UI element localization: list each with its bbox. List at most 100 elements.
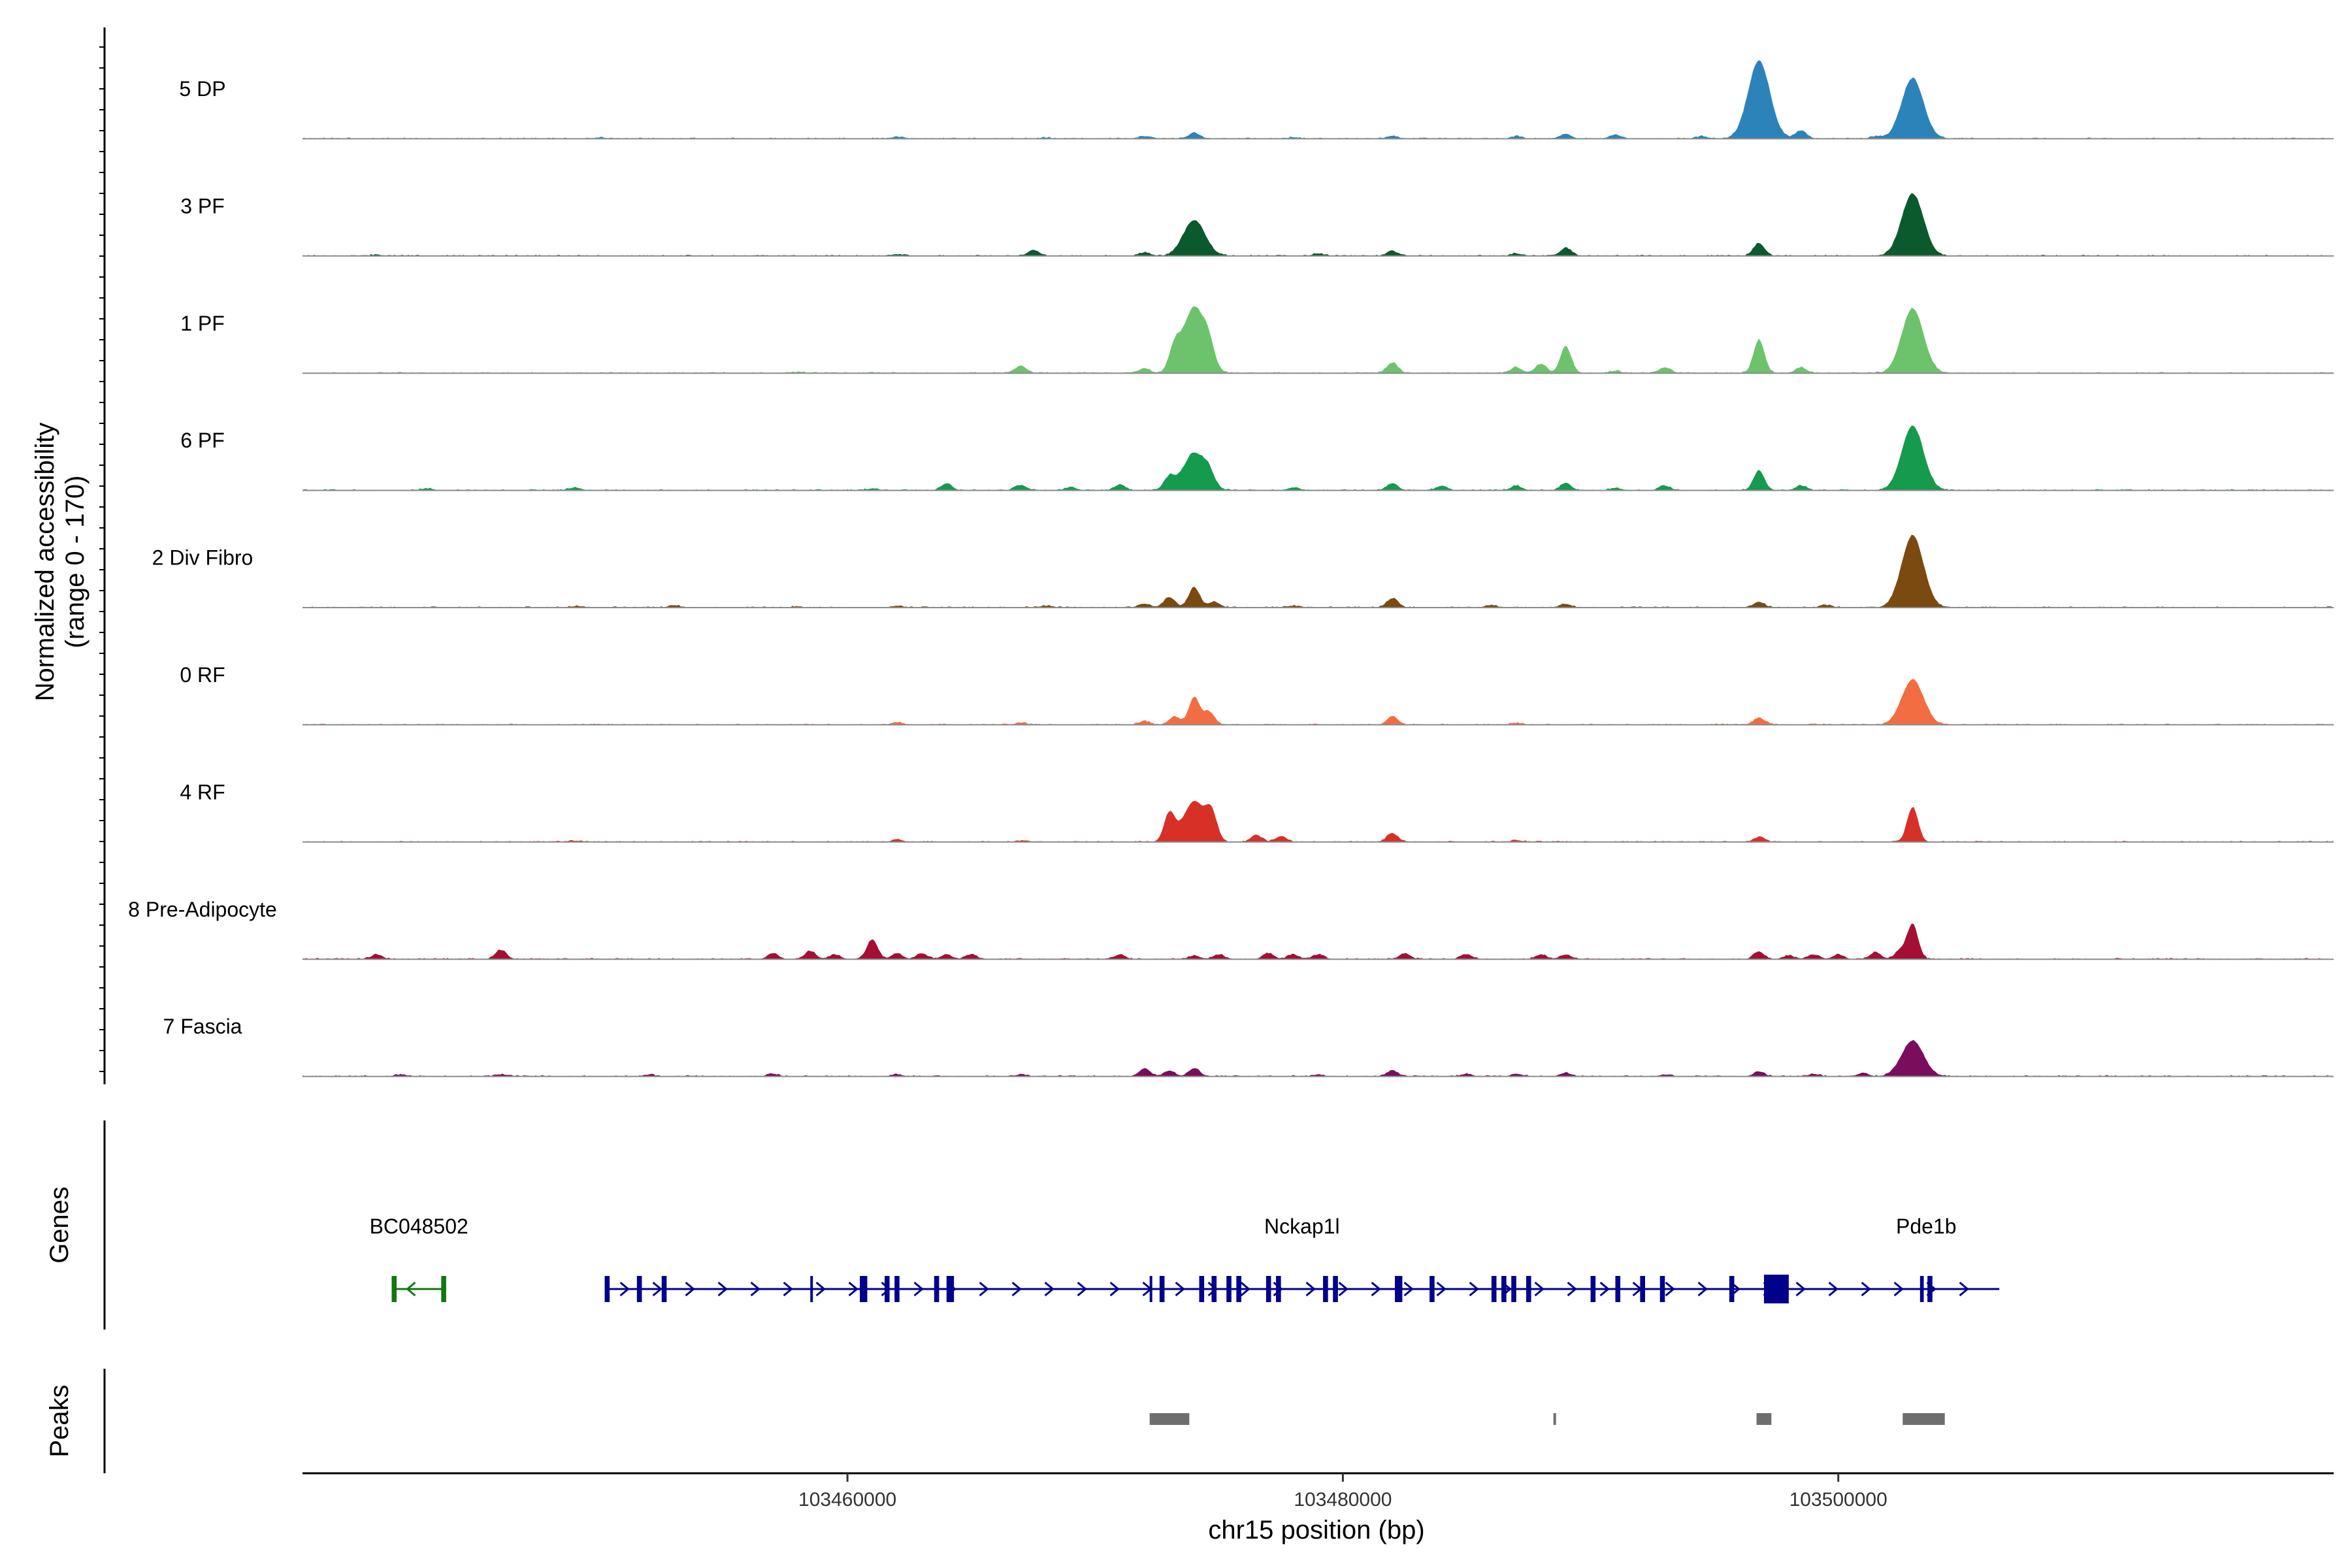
strand-arrow <box>1338 1281 1348 1297</box>
genes-panel-title: Genes <box>45 1186 74 1264</box>
gene-exon <box>1159 1276 1165 1302</box>
track-label-0: 5 DP <box>179 77 225 101</box>
track-label-4: 2 Div Fibro <box>152 546 253 570</box>
strand-arrow <box>652 1281 662 1297</box>
gene-exon <box>1927 1276 1933 1302</box>
strand-arrow <box>1305 1281 1316 1297</box>
peak-region-1 <box>1553 1413 1556 1425</box>
x-axis-ticks: 103460000 103480000 103500000 <box>798 1473 1887 1511</box>
track-label-8: 7 Fascia <box>163 1015 242 1038</box>
gene-exon <box>860 1276 868 1302</box>
strand-arrow <box>619 1281 630 1297</box>
track-5: 0 RF <box>180 663 2334 726</box>
strand-arrow <box>717 1281 728 1297</box>
x-tick-label-1: 103480000 <box>1294 1489 1392 1511</box>
gene-exon <box>810 1276 813 1302</box>
strand-arrow <box>848 1281 858 1297</box>
y-axis-title-line1: Normalized accessibility <box>31 423 59 702</box>
gene-exon <box>1659 1276 1665 1302</box>
track-label-2: 1 PF <box>180 312 225 335</box>
peak-region-3 <box>1903 1413 1945 1425</box>
strand-arrow <box>1567 1281 1577 1297</box>
strand-arrow <box>1959 1281 1969 1297</box>
gene-exon <box>1590 1276 1596 1302</box>
gene-exon <box>1919 1276 1924 1302</box>
gene-exon <box>604 1276 610 1302</box>
strand-arrow <box>815 1281 826 1297</box>
gene-exon <box>1333 1276 1338 1302</box>
gene-1: Nckap1l <box>604 1215 2000 1303</box>
gene-label-0: BC048502 <box>370 1215 468 1238</box>
gene-exon <box>884 1276 890 1302</box>
strand-arrow <box>750 1281 760 1297</box>
peaks-track <box>1149 1413 1945 1425</box>
strand-arrow <box>406 1281 416 1297</box>
gene-exon <box>391 1276 397 1302</box>
track-1: 3 PF <box>180 193 2334 257</box>
x-axis-title: chr15 position (bp) <box>1208 1516 1424 1544</box>
x-tick-label-0: 103460000 <box>798 1489 896 1511</box>
gene-label-1: Nckap1l <box>1264 1215 1340 1238</box>
track-8: 7 Fascia <box>163 1015 2334 1077</box>
strand-arrow <box>1240 1281 1250 1297</box>
gene-exon <box>1323 1276 1328 1302</box>
strand-arrow <box>1795 1281 1806 1297</box>
y-axis-title-line2: (range 0 - 170) <box>61 476 90 649</box>
strand-arrow <box>1077 1281 1087 1297</box>
gene-exon <box>1429 1276 1435 1302</box>
gene-exon <box>1491 1276 1497 1302</box>
gene-0: BC048502 <box>370 1215 468 1302</box>
gene-exon <box>1501 1276 1507 1302</box>
gene-exon <box>1226 1276 1232 1302</box>
strand-arrow <box>1893 1281 1904 1297</box>
gene-exon <box>1640 1276 1645 1302</box>
gene-exon <box>894 1276 900 1302</box>
gene-exon <box>1526 1276 1531 1302</box>
peaks-panel-title: Peaks <box>45 1384 74 1457</box>
strand-arrow <box>1175 1281 1185 1297</box>
peak-region-2 <box>1756 1413 1772 1425</box>
gene-exon <box>1149 1276 1152 1302</box>
track-6: 4 RF <box>180 780 2334 843</box>
track-label-7: 8 Pre-Adipocyte <box>128 898 277 921</box>
gene-exon <box>1763 1275 1789 1303</box>
gene-exon <box>934 1276 939 1302</box>
x-tick-label-2: 103500000 <box>1789 1489 1887 1511</box>
strand-arrow <box>1697 1281 1708 1297</box>
track-label-1: 3 PF <box>180 194 225 218</box>
track-0: 5 DP <box>179 60 2334 140</box>
gene-exon <box>1211 1276 1217 1302</box>
strand-arrow <box>1469 1281 1479 1297</box>
genes-track: BC048502 Nckap1l Pde1b <box>370 1215 2000 1303</box>
track-7: 8 Pre-Adipocyte <box>128 898 2334 960</box>
strand-arrow <box>1109 1281 1120 1297</box>
strand-arrow <box>979 1281 989 1297</box>
gene-exon <box>661 1276 667 1302</box>
strand-arrow <box>1436 1281 1446 1297</box>
gene-exon <box>1236 1276 1241 1302</box>
coverage-y-axis <box>99 27 106 1085</box>
strand-arrow <box>1665 1281 1675 1297</box>
gene-exon <box>1395 1276 1403 1302</box>
gene-label-2: Pde1b <box>1896 1215 1957 1238</box>
strand-arrow <box>1403 1281 1414 1297</box>
strand-arrow <box>1044 1281 1054 1297</box>
track-3: 6 PF <box>180 425 2334 491</box>
track-4: 2 Div Fibro <box>152 534 2334 608</box>
coverage-tracks: 5 DP 3 PF 1 PF 6 PF 2 Div Fibro 0 RF 4 RF 8 Pre… <box>128 60 2334 1077</box>
track-2: 1 PF <box>180 306 2334 374</box>
gene-exon <box>946 1276 955 1302</box>
gene-exon <box>1276 1276 1281 1302</box>
track-label-5: 0 RF <box>180 663 225 687</box>
coverage-area-7 <box>302 923 2334 960</box>
strand-arrow <box>1599 1281 1610 1297</box>
gene-exon <box>1511 1276 1516 1302</box>
strand-arrow <box>1371 1281 1381 1297</box>
strand-arrow <box>1534 1281 1544 1297</box>
track-label-6: 4 RF <box>180 780 225 804</box>
strand-arrow <box>1828 1281 1838 1297</box>
gene-2: Pde1b <box>1896 1215 1957 1302</box>
gene-exon <box>441 1276 446 1302</box>
